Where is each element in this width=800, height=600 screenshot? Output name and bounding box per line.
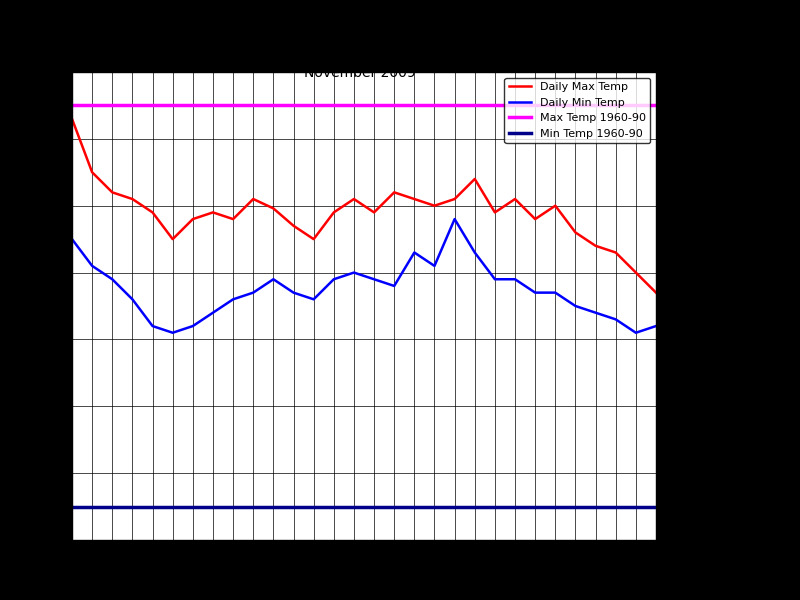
- Daily Min Temp: [590, 309, 600, 316]
- Daily Min Temp: [390, 283, 399, 290]
- Daily Max Temp: [168, 236, 178, 243]
- Daily Max Temp: [631, 269, 641, 276]
- Daily Min Temp: [188, 322, 198, 329]
- Daily Min Temp: [490, 275, 500, 283]
- Daily Min Temp: [269, 275, 278, 283]
- Daily Min Temp: [208, 309, 218, 316]
- Daily Min Temp: [87, 262, 97, 269]
- Daily Min Temp: [228, 296, 238, 303]
- Daily Max Temp: [148, 209, 158, 216]
- Daily Min Temp: [611, 316, 621, 323]
- Daily Max Temp: [550, 202, 560, 209]
- Daily Min Temp: [289, 289, 298, 296]
- Daily Max Temp: [370, 209, 379, 216]
- Daily Min Temp: [410, 249, 419, 256]
- Daily Max Temp: [390, 189, 399, 196]
- Daily Min Temp: [67, 236, 77, 243]
- Daily Max Temp: [208, 209, 218, 216]
- Daily Max Temp: [289, 222, 298, 229]
- Daily Max Temp: [410, 196, 419, 203]
- Daily Max Temp: [611, 249, 621, 256]
- Daily Max Temp: [570, 229, 580, 236]
- Daily Min Temp: [450, 215, 459, 223]
- Daily Min Temp: [249, 289, 258, 296]
- Daily Max Temp: [450, 196, 459, 203]
- Daily Max Temp: [430, 202, 439, 209]
- Daily Max Temp: [470, 175, 479, 182]
- Daily Max Temp: [228, 215, 238, 223]
- Daily Max Temp: [249, 196, 258, 203]
- Daily Max Temp: [269, 205, 278, 212]
- Daily Max Temp: [510, 196, 520, 203]
- Daily Min Temp: [309, 296, 318, 303]
- Daily Max Temp: [67, 115, 77, 122]
- Text: Payhembury Temperatures: Payhembury Temperatures: [266, 34, 454, 48]
- Max Temp 1960-90: [47, 102, 57, 109]
- Daily Min Temp: [530, 289, 540, 296]
- Daily Min Temp: [107, 275, 117, 283]
- Daily Max Temp: [490, 209, 500, 216]
- Daily Min Temp: [510, 275, 520, 283]
- Daily Max Temp: [128, 196, 138, 203]
- Line: Daily Max Temp: Daily Max Temp: [72, 119, 656, 293]
- Daily Min Temp: [651, 322, 661, 329]
- Min Temp 1960-90: [47, 503, 57, 510]
- Legend: Daily Max Temp, Daily Min Temp, Max Temp 1960-90, Min Temp 1960-90: Daily Max Temp, Daily Min Temp, Max Temp…: [505, 77, 650, 143]
- Daily Min Temp: [148, 322, 158, 329]
- Daily Max Temp: [349, 196, 358, 203]
- Daily Min Temp: [430, 262, 439, 269]
- Daily Max Temp: [530, 215, 540, 223]
- Daily Min Temp: [329, 275, 338, 283]
- Daily Min Temp: [570, 302, 580, 310]
- Daily Min Temp: [128, 296, 138, 303]
- Daily Max Temp: [87, 169, 97, 176]
- Text: November 2009: November 2009: [304, 66, 416, 80]
- Daily Max Temp: [651, 289, 661, 296]
- Daily Max Temp: [590, 242, 600, 250]
- Daily Max Temp: [329, 209, 338, 216]
- Daily Min Temp: [631, 329, 641, 337]
- Daily Min Temp: [168, 329, 178, 337]
- Daily Min Temp: [349, 269, 358, 276]
- Daily Min Temp: [550, 289, 560, 296]
- Max Temp 1960-90: [67, 102, 77, 109]
- Daily Min Temp: [370, 275, 379, 283]
- Daily Max Temp: [188, 215, 198, 223]
- X-axis label: Date: Date: [349, 566, 379, 579]
- Daily Max Temp: [107, 189, 117, 196]
- Daily Max Temp: [309, 236, 318, 243]
- Daily Min Temp: [470, 249, 479, 256]
- Min Temp 1960-90: [67, 503, 77, 510]
- Line: Daily Min Temp: Daily Min Temp: [72, 219, 656, 333]
